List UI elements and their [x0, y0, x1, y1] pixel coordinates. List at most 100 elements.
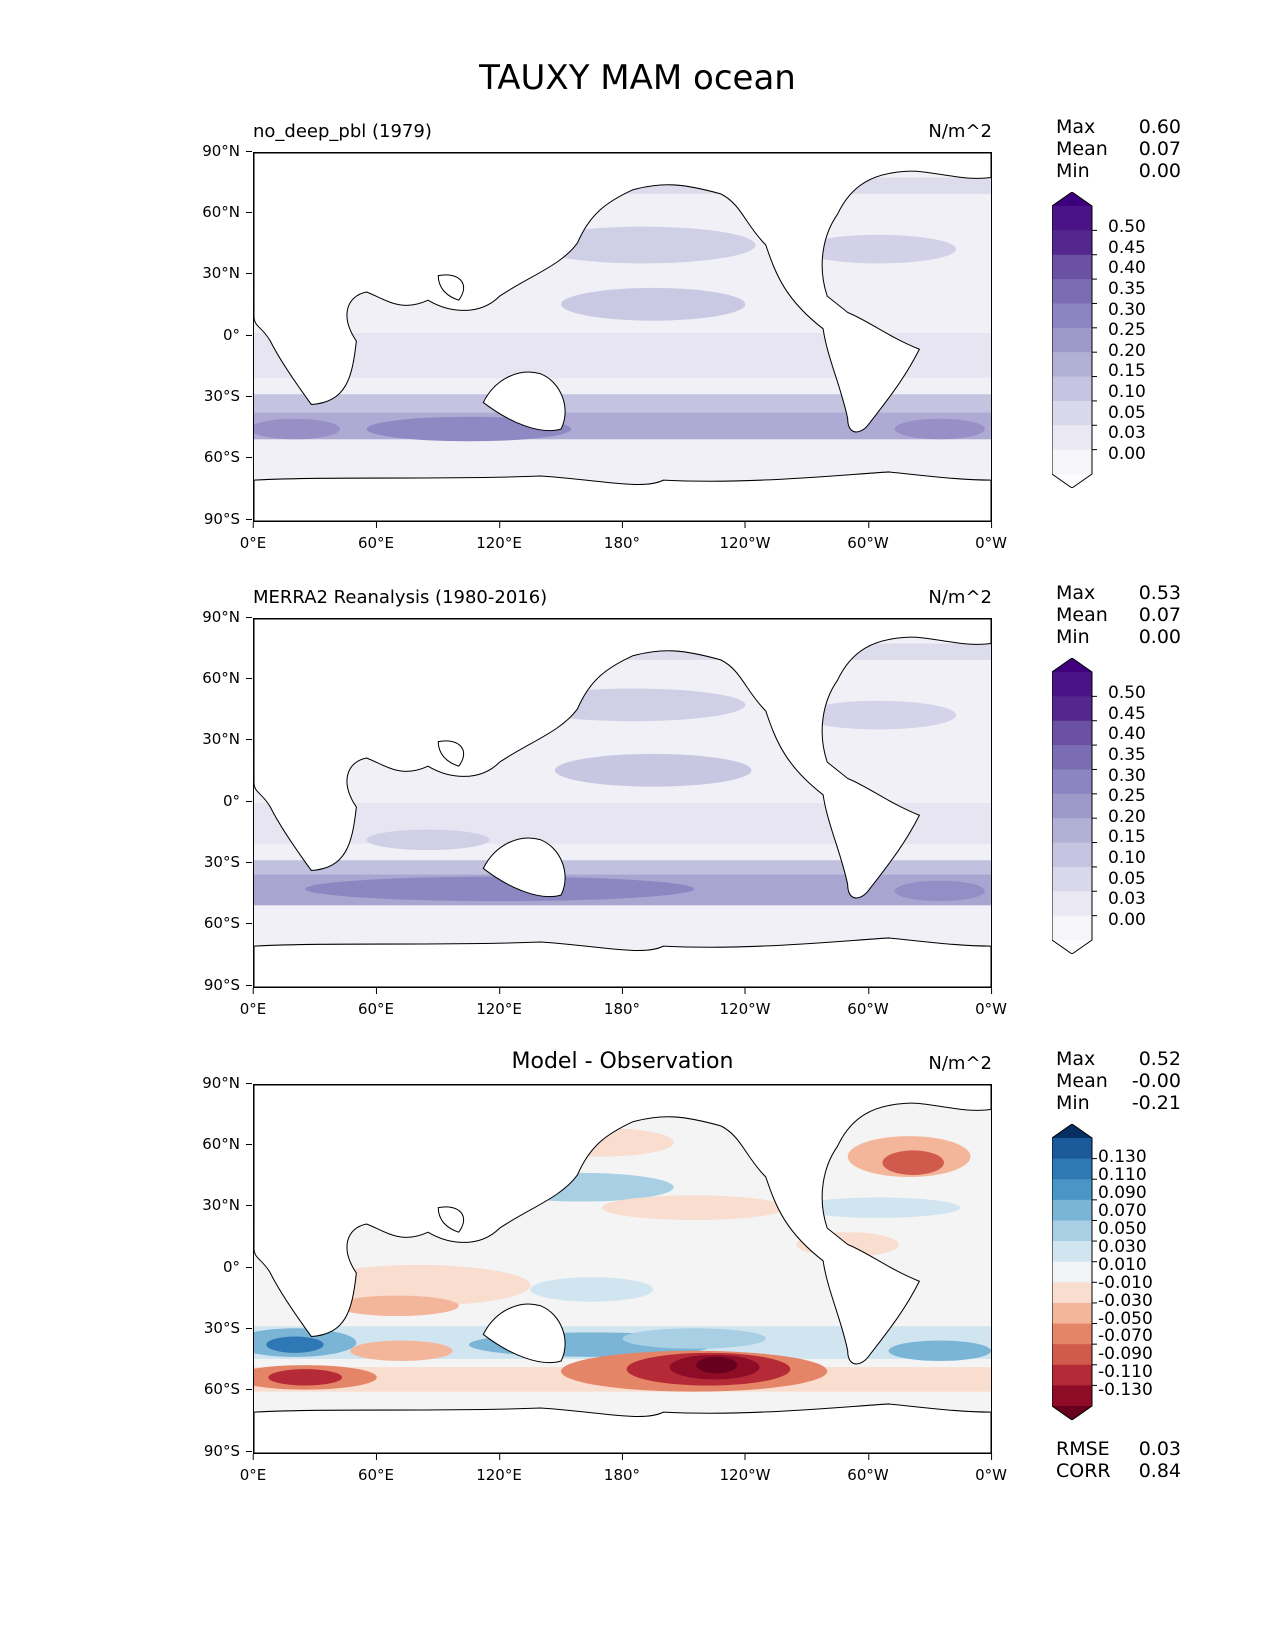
colorbar-swatch	[1052, 866, 1092, 892]
lon-tick-0e: 0°E	[239, 988, 267, 1018]
lat-tick-0: 0°	[222, 1258, 253, 1276]
colorbar-swatch	[1052, 1364, 1092, 1386]
colorbar-swatches	[1051, 191, 1097, 489]
colorbar-tick-label: -0.010	[1098, 1273, 1153, 1293]
colorbar: 0.50 0.45 0.40 0.35 0.30 0.25 0.20 0.15 …	[1051, 191, 1146, 492]
colorbar-outline	[1051, 191, 1093, 489]
colorbar-tick-label: 0.20	[1108, 341, 1146, 361]
colorbar-swatch	[1052, 449, 1092, 475]
lat-tick-60n: 60°N	[202, 669, 252, 687]
stats-block: Max 0.52 Mean -0.00 Min -0.21	[1056, 1048, 1181, 1114]
colorbar-tick-label: 0.15	[1108, 827, 1146, 847]
stat-value: 0.07	[1138, 138, 1181, 160]
lon-tick-120e: 120°E	[476, 988, 522, 1018]
colorbar-swatch	[1052, 376, 1092, 402]
stat-value: 0.60	[1138, 116, 1181, 138]
panel-title: no_deep_pbl (1979)	[253, 121, 432, 142]
colorbar-tick-label: 0.25	[1108, 786, 1146, 806]
colorbar-tick-label: 0.130	[1098, 1147, 1147, 1167]
colorbar-swatch	[1052, 915, 1092, 941]
panel-model: no_deep_pbl (1979) N/m^2 90°N 60°N 30°N …	[202, 121, 1007, 552]
lon-tick-120w: 120°W	[719, 1454, 771, 1484]
lon-tick-60w: 60°W	[847, 988, 889, 1018]
lon-tick-0w: 0°W	[975, 1454, 1007, 1484]
colorbar-swatch	[1052, 1220, 1092, 1242]
panel-units: N/m^2	[928, 1053, 992, 1074]
colorbar-extend-min	[1052, 1406, 1092, 1420]
colorbar-tick-label: -0.050	[1098, 1309, 1153, 1329]
stat-value: 0.00	[1138, 160, 1181, 182]
colorbar-swatch	[1052, 1282, 1092, 1304]
panel-title: MERRA2 Reanalysis (1980-2016)	[253, 587, 548, 608]
lat-tick-30n: 30°N	[202, 1196, 252, 1214]
stat-label: Min	[1056, 160, 1090, 182]
map-plot-area	[253, 152, 992, 522]
stat-label: Mean	[1056, 604, 1108, 626]
colorbar-tick-label: -0.070	[1098, 1326, 1153, 1346]
colorbar-swatch	[1052, 793, 1092, 819]
lat-tick-90n: 90°N	[202, 142, 252, 160]
stat-label: Max	[1056, 116, 1096, 138]
colorbar-tick-label: 0.25	[1108, 320, 1146, 340]
lon-tick-60e: 60°E	[357, 1454, 395, 1484]
lon-tick-60w: 60°W	[847, 1454, 889, 1484]
colorbar-swatch	[1052, 720, 1092, 746]
colorbar-tick-label: 0.20	[1108, 807, 1146, 827]
colorbar-swatch	[1052, 842, 1092, 868]
colorbar-tick-label: 0.030	[1098, 1237, 1147, 1257]
stat-label: CORR	[1056, 1460, 1111, 1482]
stat-label: Max	[1056, 582, 1096, 604]
lon-tick-120w: 120°W	[719, 522, 771, 552]
colorbar-tick-label: 0.45	[1108, 238, 1146, 258]
stat-value: -0.21	[1131, 1092, 1181, 1114]
colorbar-swatch	[1052, 327, 1092, 353]
panel-units: N/m^2	[928, 121, 992, 142]
colorbar-swatch	[1052, 769, 1092, 795]
colorbar-swatch	[1052, 425, 1092, 451]
colorbar-swatches	[1051, 657, 1097, 955]
colorbar-extend-max	[1052, 192, 1092, 206]
lat-tick-60s: 60°S	[203, 914, 253, 932]
colorbar-tick-label: -0.110	[1098, 1362, 1153, 1382]
lat-tick-60n: 60°N	[202, 1135, 252, 1153]
colorbar-tick-label: 0.35	[1108, 745, 1146, 765]
lat-tick-90s: 90°S	[203, 976, 253, 994]
stats-block: Max 0.60 Mean 0.07 Min 0.00	[1056, 116, 1181, 182]
colorbar-swatch	[1052, 1385, 1092, 1407]
lat-tick-30s: 30°S	[203, 853, 253, 871]
lat-tick-30n: 30°N	[202, 730, 252, 748]
colorbar-swatch	[1052, 254, 1092, 280]
colorbar: 0.50 0.45 0.40 0.35 0.30 0.25 0.20 0.15 …	[1051, 657, 1146, 958]
panel-reanalysis: MERRA2 Reanalysis (1980-2016) N/m^2 90°N…	[202, 587, 1007, 1018]
colorbar-extend-max	[1052, 1124, 1092, 1138]
colorbar-tick-label: 0.30	[1108, 300, 1146, 320]
colorbar-tick-label: 0.05	[1108, 403, 1146, 423]
colorbar-tick-label: 0.30	[1108, 766, 1146, 786]
colorbar-tick-label: 0.03	[1108, 889, 1146, 909]
stat-value: 0.03	[1138, 1438, 1181, 1460]
colorbar-tick-label: 0.35	[1108, 279, 1146, 299]
stat-value: -0.00	[1131, 1070, 1181, 1092]
stat-label: Mean	[1056, 1070, 1108, 1092]
colorbar-swatch	[1052, 745, 1092, 770]
colorbar-swatch	[1052, 672, 1092, 697]
colorbar-tick-label: 0.10	[1108, 848, 1146, 868]
lon-tick-120w: 120°W	[719, 988, 771, 1018]
lon-tick-60w: 60°W	[847, 522, 889, 552]
lat-tick-60s: 60°S	[203, 1380, 253, 1398]
colorbar-tick-label: 0.40	[1108, 724, 1146, 744]
panel-units: N/m^2	[928, 587, 992, 608]
lat-tick-90n: 90°N	[202, 608, 252, 626]
colorbar-tick-label: 0.010	[1098, 1255, 1147, 1275]
colorbar-tick-label: 0.10	[1108, 382, 1146, 402]
stat-value: 0.52	[1138, 1048, 1181, 1070]
lon-tick-0w: 0°W	[975, 988, 1007, 1018]
stat-value: 0.53	[1138, 582, 1181, 604]
colorbar-tick-label: 0.40	[1108, 258, 1146, 278]
colorbar-tick-label: -0.130	[1098, 1380, 1153, 1400]
lat-tick-30s: 30°S	[203, 387, 253, 405]
stat-label: Min	[1056, 1092, 1090, 1114]
colorbar-swatches	[1051, 1123, 1097, 1421]
lon-tick-0e: 0°E	[239, 522, 267, 552]
colorbar-tick-label: 0.00	[1108, 910, 1146, 930]
